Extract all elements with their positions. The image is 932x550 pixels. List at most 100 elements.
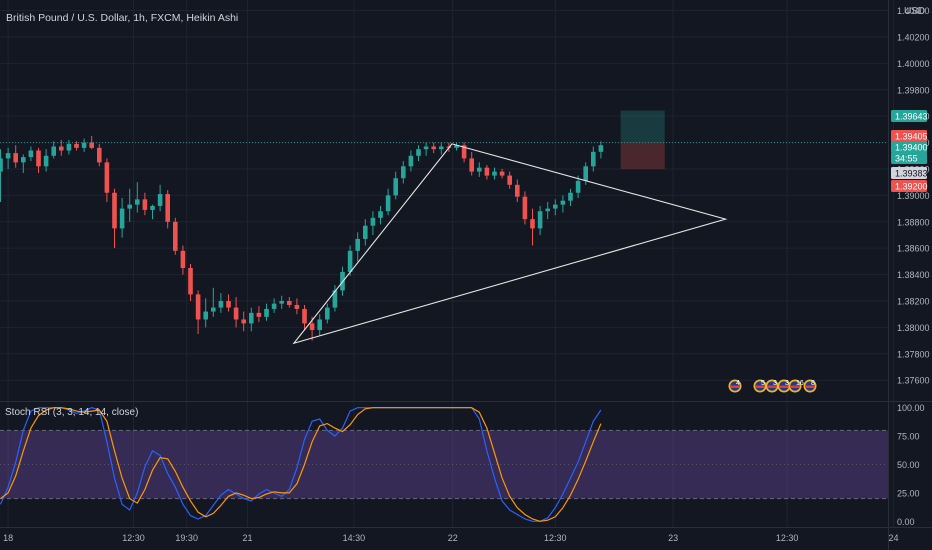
event-badge-icon[interactable]: 4 bbox=[728, 379, 742, 393]
price-tick-label: 1.40200 bbox=[897, 32, 930, 42]
candle[interactable] bbox=[81, 138, 87, 152]
candle[interactable] bbox=[515, 179, 520, 202]
event-badge-icon[interactable]: 16 bbox=[788, 379, 804, 393]
candle[interactable] bbox=[568, 188, 573, 206]
candle[interactable] bbox=[195, 290, 201, 334]
candle[interactable] bbox=[249, 307, 254, 332]
candle[interactable] bbox=[279, 295, 284, 309]
candle[interactable] bbox=[287, 297, 292, 308]
candle-body bbox=[233, 307, 239, 320]
triangle-pattern[interactable] bbox=[292, 143, 728, 345]
symbol-title[interactable]: British Pound / U.S. Dollar, 1h, FXCM, H… bbox=[6, 12, 238, 24]
candle[interactable] bbox=[135, 182, 140, 213]
candle[interactable] bbox=[150, 204, 155, 220]
candle[interactable] bbox=[393, 171, 398, 200]
candle[interactable] bbox=[165, 190, 170, 229]
candle[interactable] bbox=[469, 151, 474, 176]
event-badges[interactable]: 4 5 3 3 16 8 bbox=[728, 379, 817, 393]
candle[interactable] bbox=[439, 142, 444, 155]
candle[interactable] bbox=[74, 141, 79, 151]
candle-body bbox=[81, 142, 87, 148]
stoch-rsi-title[interactable]: Stoch RSI (3, 3, 14, 14, close) bbox=[5, 407, 138, 418]
candle[interactable] bbox=[51, 141, 56, 159]
long-position-target-zone[interactable] bbox=[620, 110, 665, 143]
candle[interactable] bbox=[530, 208, 535, 246]
candle[interactable] bbox=[325, 303, 330, 324]
candle[interactable] bbox=[180, 245, 186, 275]
candle[interactable] bbox=[97, 143, 102, 167]
candle[interactable] bbox=[499, 168, 505, 179]
event-badge-icon[interactable]: 8 bbox=[803, 379, 817, 393]
time-axis[interactable]: 18 12:30 19:30 21 14:30 22 12:30 23 12:30 24 bbox=[3, 533, 898, 543]
candle[interactable] bbox=[477, 162, 482, 177]
candle[interactable] bbox=[157, 184, 163, 212]
candle[interactable] bbox=[317, 314, 322, 336]
candle-body bbox=[271, 303, 277, 309]
stoch-tick-label: 75.00 bbox=[897, 432, 920, 442]
candle[interactable] bbox=[507, 171, 512, 189]
candle[interactable] bbox=[104, 158, 110, 202]
candle[interactable] bbox=[89, 135, 94, 150]
candle[interactable] bbox=[347, 245, 353, 276]
candle[interactable] bbox=[484, 165, 490, 180]
long-position-stop-zone[interactable] bbox=[620, 142, 665, 169]
candle[interactable] bbox=[522, 191, 528, 225]
candle[interactable] bbox=[423, 142, 429, 156]
candle[interactable] bbox=[66, 139, 72, 155]
candle[interactable] bbox=[119, 198, 125, 238]
candle[interactable] bbox=[233, 297, 239, 328]
candle[interactable] bbox=[5, 147, 11, 169]
candle[interactable] bbox=[173, 217, 178, 255]
candle[interactable] bbox=[241, 311, 246, 332]
candle[interactable] bbox=[226, 294, 231, 312]
candle[interactable] bbox=[294, 298, 300, 315]
candle[interactable] bbox=[363, 219, 368, 246]
drawings[interactable] bbox=[0, 110, 888, 345]
candle[interactable] bbox=[355, 232, 360, 262]
candle[interactable] bbox=[545, 201, 550, 220]
candle[interactable] bbox=[431, 142, 436, 154]
candle[interactable] bbox=[112, 188, 117, 249]
candle[interactable] bbox=[36, 147, 41, 173]
candle[interactable] bbox=[271, 298, 277, 313]
candle[interactable] bbox=[492, 167, 497, 180]
event-badge-icon[interactable]: 3 bbox=[777, 379, 791, 393]
candle[interactable] bbox=[401, 161, 406, 184]
candle[interactable] bbox=[378, 205, 383, 225]
candle[interactable] bbox=[28, 146, 34, 162]
candle[interactable] bbox=[454, 142, 459, 151]
candle[interactable] bbox=[188, 264, 193, 301]
candle[interactable] bbox=[591, 146, 596, 172]
candle[interactable] bbox=[408, 150, 414, 172]
candle[interactable] bbox=[59, 139, 64, 156]
candle[interactable] bbox=[553, 199, 558, 216]
candles[interactable] bbox=[0, 135, 604, 341]
candle[interactable] bbox=[575, 175, 581, 199]
candle-body bbox=[150, 205, 155, 210]
candle[interactable] bbox=[385, 188, 391, 216]
candle[interactable] bbox=[598, 141, 604, 159]
candle-body bbox=[112, 192, 117, 229]
time-tick-label: 18 bbox=[3, 533, 13, 543]
candle[interactable] bbox=[218, 293, 224, 313]
candle[interactable] bbox=[127, 188, 132, 222]
candle[interactable] bbox=[256, 306, 262, 323]
candle[interactable] bbox=[21, 154, 26, 173]
candle[interactable] bbox=[203, 298, 208, 328]
candle[interactable] bbox=[43, 149, 49, 172]
candle[interactable] bbox=[560, 195, 566, 213]
candle[interactable] bbox=[537, 205, 543, 235]
candle[interactable] bbox=[370, 211, 376, 235]
candle[interactable] bbox=[332, 285, 338, 312]
candle[interactable] bbox=[461, 142, 467, 163]
event-badge-icon[interactable]: 3 bbox=[765, 379, 779, 393]
candle[interactable] bbox=[264, 303, 269, 321]
candle[interactable] bbox=[0, 149, 3, 202]
candle[interactable] bbox=[13, 145, 18, 168]
candle[interactable] bbox=[416, 145, 421, 162]
event-badge-icon[interactable]: 5 bbox=[753, 379, 767, 393]
candle[interactable] bbox=[302, 304, 307, 331]
candle[interactable] bbox=[211, 287, 216, 317]
candle[interactable] bbox=[142, 192, 148, 216]
